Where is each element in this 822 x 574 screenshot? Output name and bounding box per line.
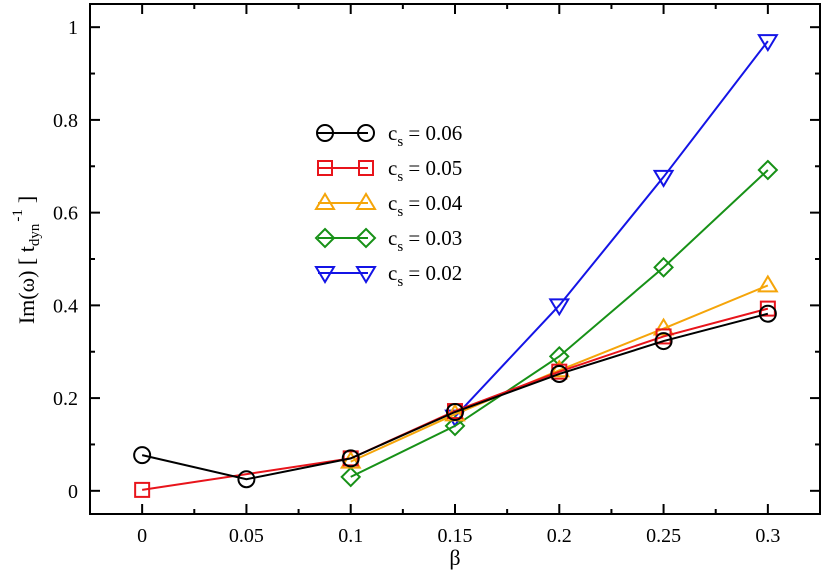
- data-point: [652, 169, 675, 188]
- data-point: [340, 466, 362, 488]
- series-line: [350, 284, 769, 463]
- data-point: [757, 159, 779, 181]
- y-tick-label: 0.8: [53, 110, 78, 132]
- legend-entry: cs = 0.05: [317, 156, 462, 185]
- ticks-layer: 0 0.05 0.1 0.15 0.2 0.25 0.3 0 0.2 0.4 0.6 0.8 1: [53, 4, 820, 547]
- legend-marker: [355, 192, 377, 210]
- legend-marker: [358, 160, 374, 176]
- x-tick-label: 0.1: [338, 525, 363, 547]
- y-axis-title-close: ]: [14, 196, 39, 203]
- data-point: [237, 470, 256, 489]
- legend-marker: [317, 160, 333, 176]
- data-point: [134, 481, 151, 498]
- series-line: [454, 40, 769, 418]
- legend-label: cs = 0.03: [388, 226, 462, 255]
- series-circle: [133, 304, 777, 489]
- data-point: [548, 359, 571, 378]
- legend-label: cs = 0.02: [388, 261, 462, 290]
- legend-label: cs = 0.06: [388, 121, 462, 150]
- legend-marker: [316, 124, 334, 142]
- series-triangle-down: [444, 34, 779, 428]
- plot-frame: [89, 3, 821, 515]
- data-point: [757, 34, 779, 53]
- x-axis-title: β: [449, 545, 460, 570]
- data-point: [757, 274, 779, 293]
- legend-marker: [357, 124, 375, 142]
- legend-label: cs = 0.04: [388, 191, 463, 220]
- y-tick-label: 0.2: [53, 388, 78, 410]
- data-point: [652, 317, 675, 336]
- legend-marker: [314, 266, 336, 284]
- series-square: [134, 300, 776, 498]
- y-tick-label: 0.6: [53, 203, 78, 225]
- y-tick-label: 0.4: [53, 295, 78, 317]
- data-point: [653, 256, 674, 278]
- data-point: [444, 415, 466, 437]
- series-line: [350, 169, 769, 478]
- y-axis-title-superscript: -1: [10, 209, 26, 222]
- legend: cs = 0.06 cs = 0.05 cs = 0.04 cs = 0.03 cs =…: [314, 121, 463, 290]
- data-point: [548, 298, 571, 317]
- legend-entry: cs = 0.02: [314, 261, 462, 290]
- y-tick-label: 0: [68, 481, 78, 503]
- data-point: [550, 364, 569, 383]
- data-point: [758, 304, 777, 323]
- series-line: [141, 307, 769, 491]
- y-axis-title-subscript: dyn: [27, 223, 43, 246]
- x-tick-label: 0.3: [755, 525, 780, 547]
- legend-marker: [314, 227, 336, 249]
- x-tick-label: 0.05: [229, 525, 264, 547]
- data-point: [446, 403, 464, 421]
- legend-marker: [314, 192, 336, 210]
- data-point: [133, 446, 152, 465]
- legend-entry: cs = 0.06: [316, 121, 462, 150]
- x-tick-label: 0.2: [547, 525, 572, 547]
- legend-label: cs = 0.05: [388, 156, 462, 185]
- x-tick-label: 0.25: [646, 525, 681, 547]
- legend-entry: cs = 0.04: [314, 191, 463, 220]
- data-point: [341, 449, 360, 468]
- x-tick-label: 0.15: [438, 525, 473, 547]
- x-tick-label: 0: [137, 525, 147, 547]
- data-point: [654, 332, 673, 351]
- legend-marker: [355, 266, 377, 284]
- y-tick-label: 1: [68, 17, 78, 39]
- legend-marker: [355, 227, 377, 249]
- series-layer: [133, 34, 779, 498]
- series-line: [141, 312, 769, 481]
- y-axis-title-main: Im(ω) [ t: [14, 246, 39, 324]
- legend-entry: cs = 0.03: [314, 226, 462, 255]
- y-axis-title: Im(ω) [ tdyn-1]: [10, 196, 43, 324]
